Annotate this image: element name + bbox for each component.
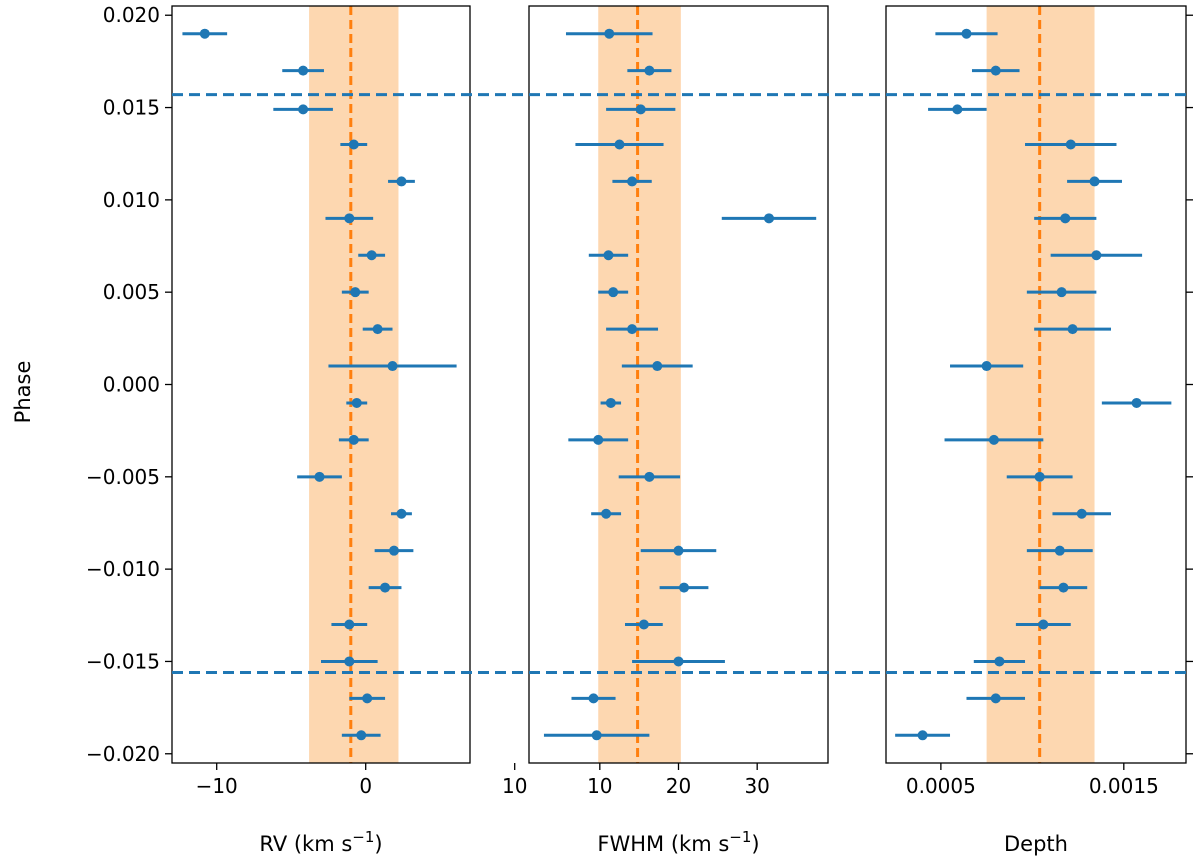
fwhm-point-10 [605,397,616,408]
rv-point-18 [362,693,373,704]
depth-point-13 [1076,508,1087,519]
fwhm-x-tick-label-1: 20 [666,774,691,798]
depth-point-17 [994,656,1005,667]
fwhm-x-tick-label-0: 10 [587,774,612,798]
y-tick-label-8: 0.020 [103,3,160,27]
rv-point-7 [350,287,361,298]
depth-point-14 [1054,545,1065,556]
rv-point-12 [314,471,325,482]
rv-point-6 [366,250,377,261]
rv-point-8 [372,324,383,335]
panel-depth: 0.0005 0.0015 Depth [885,5,1193,856]
fwhm-point-5 [763,213,774,224]
y-tick-label-6: 0.010 [103,188,160,212]
fwhm-point-13 [601,508,612,519]
fwhm-x-axis-label: FWHM (km s−1) [597,828,759,856]
fwhm-point-15 [679,582,690,593]
depth-point-16 [1038,619,1049,630]
depth-point-11 [988,434,999,445]
depth-point-4 [1089,176,1100,187]
rv-point-14 [389,545,400,556]
y-tick-label-4: 0.000 [103,373,160,397]
fwhm-band [598,6,681,763]
fwhm-point-0 [604,28,615,39]
fwhm-point-14 [673,545,684,556]
rv-x-tick-label-1: 0 [359,774,372,798]
depth-point-2 [952,104,963,115]
fwhm-point-2 [635,104,646,115]
rv-point-15 [380,582,391,593]
y-tick-label-0: −0.020 [86,742,160,766]
rv-band [309,6,399,763]
rv-point-3 [348,139,359,150]
rv-point-16 [344,619,355,630]
fwhm-point-18 [588,693,599,704]
depth-point-5 [1060,213,1071,224]
y-tick-label-2: −0.010 [86,557,160,581]
fwhm-point-4 [627,176,638,187]
rv-point-2 [298,104,309,115]
y-axis-label: Phase [11,361,35,424]
rv-point-10 [351,397,362,408]
depth-point-15 [1058,582,1069,593]
rv-point-11 [348,434,359,445]
depth-point-0 [961,28,972,39]
fwhm-point-3 [614,139,625,150]
rv-x-axis-label: RV (km s−1) [259,828,382,856]
rv-point-17 [344,656,355,667]
rv-x-tick-label-0: −10 [196,774,238,798]
rv-point-19 [356,730,367,741]
fwhm-point-9 [652,361,663,372]
depth-x-axis-label: Depth [1004,832,1068,856]
fwhm-point-12 [644,471,655,482]
panel-fwhm: 10 20 30 FWHM (km s−1) [528,5,829,856]
fwhm-x-tick-label-2: 30 [744,774,769,798]
rv-point-0 [199,28,210,39]
depth-point-7 [1056,287,1067,298]
fwhm-point-16 [638,619,649,630]
depth-x-tick-label-0: 0.0005 [906,774,976,798]
y-tick-label-3: −0.005 [86,465,160,489]
fwhm-point-17 [673,656,684,667]
rv-point-5 [344,213,355,224]
depth-point-10 [1131,397,1142,408]
depth-x-tick-label-1: 0.0015 [1089,774,1159,798]
rv-x-tick-label-2: 10 [502,774,527,798]
fwhm-point-7 [608,287,619,298]
rv-point-1 [298,65,309,76]
depth-point-19 [917,730,928,741]
depth-point-1 [990,65,1001,76]
rv-point-4 [396,176,407,187]
depth-point-12 [1034,471,1045,482]
depth-point-8 [1067,324,1078,335]
depth-point-3 [1065,139,1076,150]
panels: −0.020 −0.015 −0.010 −0.005 0.000 0.005 0.010 0… [86,3,1193,856]
depth-point-18 [990,693,1001,704]
panel-rv: −0.020 −0.015 −0.010 −0.005 0.000 0.005 0.010 0… [86,3,527,856]
fwhm-point-19 [591,730,602,741]
depth-point-9 [981,361,992,372]
y-tick-label-7: 0.015 [103,96,160,120]
fwhm-point-6 [603,250,614,261]
y-tick-label-1: −0.015 [86,649,160,673]
rv-point-9 [387,361,398,372]
fwhm-point-11 [593,434,604,445]
depth-point-6 [1091,250,1102,261]
fwhm-point-8 [627,324,638,335]
rv-point-13 [396,508,407,519]
fwhm-point-1 [644,65,655,76]
y-tick-label-5: 0.005 [103,280,160,304]
